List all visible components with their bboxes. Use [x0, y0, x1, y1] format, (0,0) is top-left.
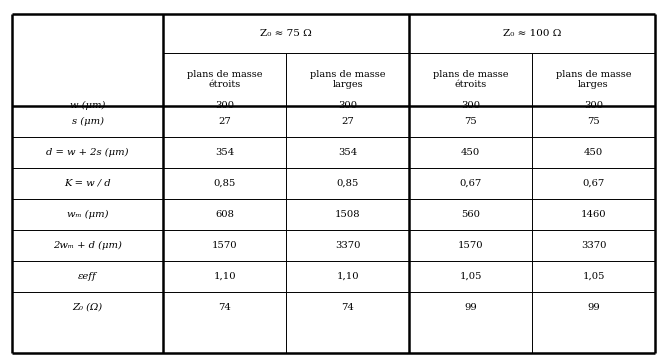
Text: wₘ (μm): wₘ (μm)	[67, 210, 108, 219]
Text: K = w / d: K = w / d	[64, 179, 111, 188]
Text: 99: 99	[464, 303, 477, 312]
Text: 300: 300	[461, 101, 480, 110]
Text: 74: 74	[218, 303, 231, 312]
Text: 2wₘ + d (μm): 2wₘ + d (μm)	[53, 241, 122, 250]
Text: 300: 300	[338, 101, 357, 110]
Text: 74: 74	[341, 303, 354, 312]
Text: 450: 450	[584, 148, 603, 156]
Text: 1,10: 1,10	[213, 272, 236, 281]
Text: 75: 75	[587, 117, 600, 126]
Text: 560: 560	[461, 210, 480, 219]
Text: 0,67: 0,67	[460, 179, 482, 188]
Text: plans de masse
larges: plans de masse larges	[556, 70, 631, 89]
Text: plans de masse
larges: plans de masse larges	[309, 70, 386, 89]
Text: Z₀ ≈ 100 Ω: Z₀ ≈ 100 Ω	[503, 29, 561, 38]
Text: 300: 300	[215, 101, 234, 110]
Text: 0,85: 0,85	[336, 179, 359, 188]
Text: w (μm): w (μm)	[70, 101, 105, 110]
Text: plans de masse
étroits: plans de masse étroits	[187, 70, 262, 89]
Text: 1570: 1570	[458, 241, 484, 250]
Text: 608: 608	[215, 210, 234, 219]
Text: s (μm): s (μm)	[71, 117, 103, 126]
Text: 0,67: 0,67	[582, 179, 605, 188]
Text: 1460: 1460	[581, 210, 606, 219]
Text: Z₀ (Ω): Z₀ (Ω)	[73, 303, 103, 312]
Text: 300: 300	[584, 101, 603, 110]
Text: 27: 27	[218, 117, 231, 126]
Text: 1570: 1570	[212, 241, 237, 250]
Text: 27: 27	[342, 117, 354, 126]
Text: 0,85: 0,85	[213, 179, 235, 188]
Text: plans de masse
étroits: plans de masse étroits	[433, 70, 508, 89]
Text: 1,05: 1,05	[460, 272, 482, 281]
Text: 450: 450	[461, 148, 480, 156]
Text: εeff: εeff	[78, 272, 97, 281]
Text: 3370: 3370	[335, 241, 360, 250]
Text: Z₀ ≈ 75 Ω: Z₀ ≈ 75 Ω	[260, 29, 312, 38]
Text: 1,10: 1,10	[336, 272, 359, 281]
Text: 354: 354	[215, 148, 234, 156]
Text: d = w + 2s (μm): d = w + 2s (μm)	[46, 147, 129, 157]
Text: 3370: 3370	[581, 241, 606, 250]
Text: 354: 354	[338, 148, 358, 156]
Text: 1,05: 1,05	[582, 272, 605, 281]
Text: 1508: 1508	[335, 210, 360, 219]
Text: 75: 75	[464, 117, 477, 126]
Text: 99: 99	[587, 303, 600, 312]
